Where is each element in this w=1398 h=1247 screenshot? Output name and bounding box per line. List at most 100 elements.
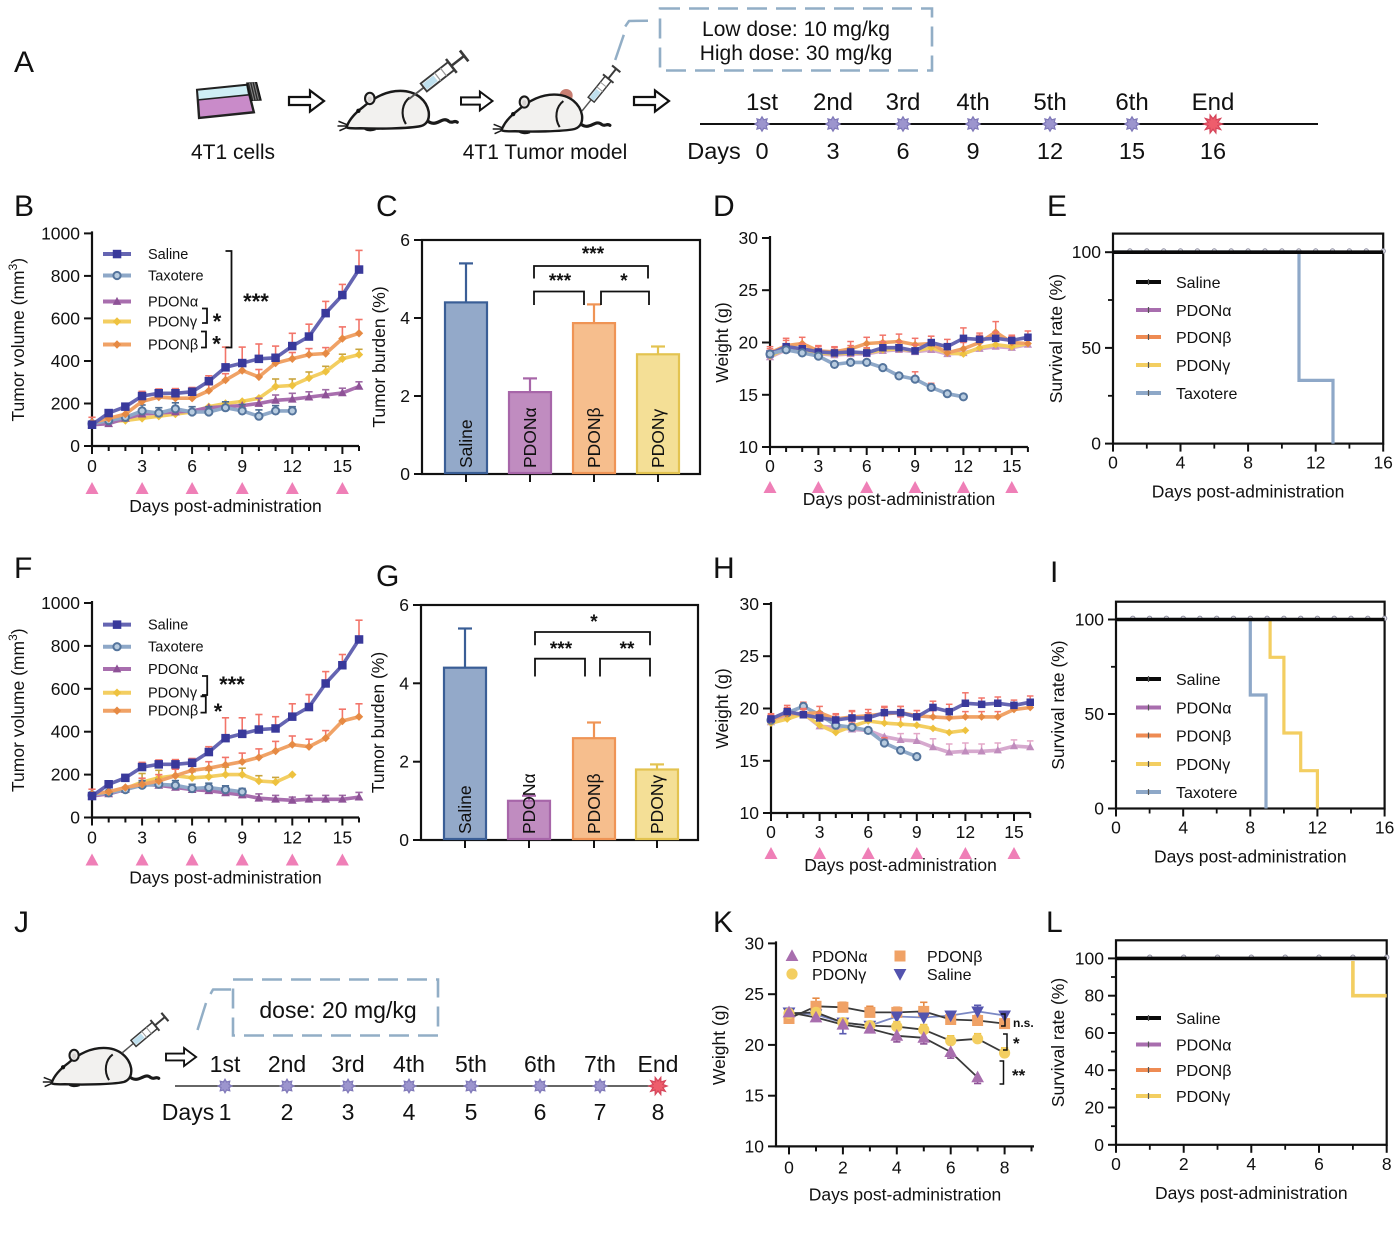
svg-text:6: 6 [1314,1154,1324,1174]
svg-text:PDONγ: PDONγ [647,774,667,834]
svg-text:Saline: Saline [148,247,188,263]
svg-text:12: 12 [954,456,973,476]
svg-text:PDONβ: PDONβ [584,407,604,468]
svg-text:PDONβ: PDONβ [584,773,604,834]
svg-text:4th: 4th [956,89,989,116]
svg-text:Weight (g): Weight (g) [712,668,732,748]
svg-text:A: A [14,46,34,79]
svg-text:16: 16 [1373,453,1392,473]
svg-text:50: 50 [1085,704,1105,724]
svg-text:16: 16 [1375,818,1394,838]
svg-text:6: 6 [187,828,197,848]
svg-text:K: K [713,906,733,939]
svg-text:9: 9 [966,138,979,164]
svg-text:Days post-administration: Days post-administration [129,496,322,516]
svg-text:PDONβ: PDONβ [148,338,198,354]
svg-text:16: 16 [1200,138,1226,164]
svg-text:2nd: 2nd [813,89,853,116]
svg-text:5: 5 [465,1099,478,1125]
svg-text:End: End [1192,89,1235,116]
svg-text:Saline: Saline [927,967,972,984]
svg-text:Taxotere: Taxotere [148,269,204,285]
svg-text:2: 2 [1179,1154,1189,1174]
svg-text:4th: 4th [393,1051,425,1077]
svg-text:Survival rate (%): Survival rate (%) [1048,978,1068,1107]
svg-text:25: 25 [745,984,764,1004]
svg-text:Weight (g): Weight (g) [712,302,732,382]
svg-text:**: ** [1012,1066,1026,1085]
svg-text:**: ** [620,639,635,660]
svg-text:1st: 1st [746,89,778,116]
svg-text:60: 60 [1085,1023,1105,1043]
svg-text:*: * [590,612,598,633]
svg-text:100: 100 [1075,948,1104,968]
svg-text:10: 10 [745,1136,765,1156]
svg-text:J: J [14,906,29,939]
svg-text:n.s.: n.s. [1013,1016,1034,1030]
svg-text:dose: 20 mg/kg: dose: 20 mg/kg [259,997,416,1023]
svg-text:4T1 cells: 4T1 cells [191,141,275,164]
svg-text:Days: Days [162,1099,214,1125]
svg-text:30: 30 [739,228,759,248]
svg-text:B: B [14,190,34,223]
svg-text:PDONβ: PDONβ [148,704,198,720]
svg-text:800: 800 [51,636,80,656]
svg-text:PDONγ: PDONγ [1176,358,1230,375]
svg-text:4: 4 [1246,1154,1256,1174]
svg-text:40: 40 [1085,1060,1105,1080]
svg-text:3: 3 [137,828,147,848]
svg-text:2: 2 [838,1157,848,1177]
svg-text:15: 15 [333,828,352,848]
svg-text:Saline: Saline [456,419,476,468]
svg-text:PDONγ: PDONγ [1176,757,1230,774]
svg-text:2: 2 [281,1099,294,1125]
svg-text:3: 3 [342,1099,355,1125]
svg-text:PDONγ: PDONγ [812,967,866,984]
svg-text:PDONβ: PDONβ [1176,729,1231,746]
svg-text:1: 1 [219,1099,232,1125]
svg-text:15: 15 [740,751,759,771]
svg-text:3: 3 [814,456,824,476]
svg-text:15: 15 [333,456,352,476]
svg-text:PDONγ: PDONγ [648,408,668,468]
svg-text:6: 6 [896,138,909,164]
svg-text:2: 2 [400,386,410,406]
svg-text:0: 0 [1094,1135,1104,1155]
svg-text:High dose: 30 mg/kg: High dose: 30 mg/kg [700,42,893,65]
svg-text:12: 12 [1308,818,1327,838]
svg-text:15: 15 [739,385,758,405]
svg-text:0: 0 [400,464,410,484]
svg-text:F: F [14,552,32,585]
svg-text:***: *** [549,271,572,292]
svg-text:0: 0 [1094,799,1104,819]
svg-text:Tumor volume (mm3): Tumor volume (mm3) [6,628,28,792]
svg-text:PDONα: PDONα [520,407,540,468]
svg-text:0: 0 [87,828,97,848]
svg-text:20: 20 [1085,1098,1105,1118]
svg-text:1st: 1st [210,1051,241,1077]
svg-text:Survival rate (%): Survival rate (%) [1048,640,1068,769]
svg-text:PDONβ: PDONβ [1176,1063,1231,1080]
svg-text:C: C [376,190,398,223]
svg-text:400: 400 [51,351,80,371]
svg-text:PDONα: PDONα [519,773,539,834]
svg-text:E: E [1047,190,1067,223]
svg-text:6: 6 [187,456,197,476]
svg-text:30: 30 [745,933,765,953]
svg-text:6: 6 [863,822,873,842]
svg-text:*: * [212,332,221,357]
svg-text:6: 6 [534,1099,547,1125]
svg-text:8: 8 [1000,1157,1010,1177]
svg-text:PDONα: PDONα [1176,1038,1231,1055]
svg-text:2: 2 [399,752,409,772]
svg-text:1000: 1000 [41,593,80,613]
svg-text:***: *** [582,244,605,265]
svg-text:50: 50 [1082,338,1102,358]
svg-text:I: I [1050,556,1058,589]
svg-text:6: 6 [946,1157,956,1177]
svg-text:Days: Days [687,138,741,164]
svg-text:Taxotere: Taxotere [1176,386,1237,403]
svg-text:3rd: 3rd [331,1051,364,1077]
svg-text:*: * [620,271,628,292]
svg-text:6th: 6th [524,1051,556,1077]
